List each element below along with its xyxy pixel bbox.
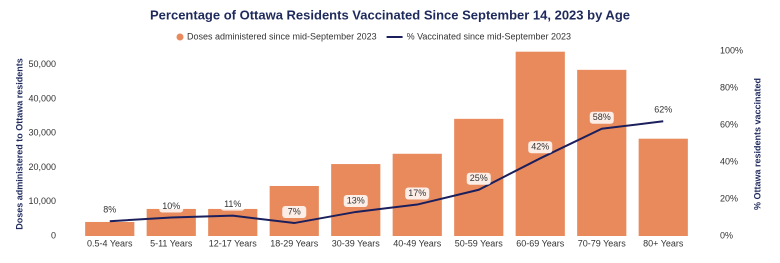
data-label-bg — [405, 187, 430, 200]
bar — [146, 208, 196, 236]
y2-tick-label: 100% — [720, 45, 743, 55]
y-tick-label: 10,000 — [28, 196, 56, 206]
x-tick-label: 18-29 Years — [270, 238, 319, 248]
data-label-bg — [97, 204, 122, 217]
x-tick-label: 12-17 Years — [209, 238, 258, 248]
y-tick-label: 30,000 — [28, 128, 56, 138]
data-label-bg — [220, 198, 245, 211]
data-label: 62% — [654, 105, 672, 115]
y-axis-title: Doses administered to Ottawa residents — [14, 58, 24, 230]
y2-tick-label: 80% — [720, 82, 738, 92]
data-label-bg — [159, 200, 184, 213]
y-tick-label: 20,000 — [28, 162, 56, 172]
y-tick-label: 50,000 — [28, 59, 56, 69]
chart-title: Percentage of Ottawa Residents Vaccinate… — [150, 7, 630, 22]
data-label: 58% — [593, 112, 611, 122]
bar — [577, 69, 627, 236]
x-tick-label: 60-69 Years — [516, 238, 565, 248]
bar — [208, 208, 258, 236]
bar — [638, 138, 688, 236]
x-tick-label: 70-79 Years — [578, 238, 627, 248]
data-label: 8% — [103, 205, 116, 215]
x-tick-label: 0.5-4 Years — [87, 238, 133, 248]
data-label: 11% — [224, 199, 241, 209]
data-label: 10% — [162, 201, 180, 211]
y2-tick-label: 0% — [720, 230, 733, 240]
data-label-bg — [528, 141, 553, 154]
data-label: 13% — [347, 195, 365, 205]
data-label-bg — [343, 194, 368, 207]
data-label-bg — [651, 104, 676, 117]
x-tick-label: 30-39 Years — [332, 238, 381, 248]
x-tick-label: 80+ Years — [643, 238, 684, 248]
data-label-bg — [282, 206, 307, 219]
y2-tick-label: 60% — [720, 119, 738, 129]
data-label: 7% — [288, 206, 301, 216]
line — [109, 120, 664, 225]
x-tick-label: 50-59 Years — [455, 238, 504, 248]
x-tick-label: 5-11 Years — [150, 238, 193, 248]
x-tick-label: 40-49 Years — [393, 238, 442, 248]
legend-marker — [176, 33, 184, 41]
y2-axis-title: % Ottawa residents vaccinated — [752, 78, 762, 210]
data-label-bg — [589, 111, 614, 124]
y2-tick-label: 40% — [720, 156, 738, 166]
legend-label: Doses administered since mid-September 2… — [187, 31, 377, 41]
y2-tick-label: 20% — [720, 193, 738, 203]
y-tick-label: 40,000 — [28, 93, 56, 103]
data-label: 25% — [470, 173, 488, 183]
y-tick-label: 0 — [51, 230, 56, 240]
data-label-bg — [466, 172, 491, 185]
bar — [85, 221, 135, 236]
data-label: 42% — [531, 142, 549, 152]
legend-label: % Vaccinated since mid-September 2023 — [407, 31, 571, 41]
data-label: 17% — [408, 188, 426, 198]
